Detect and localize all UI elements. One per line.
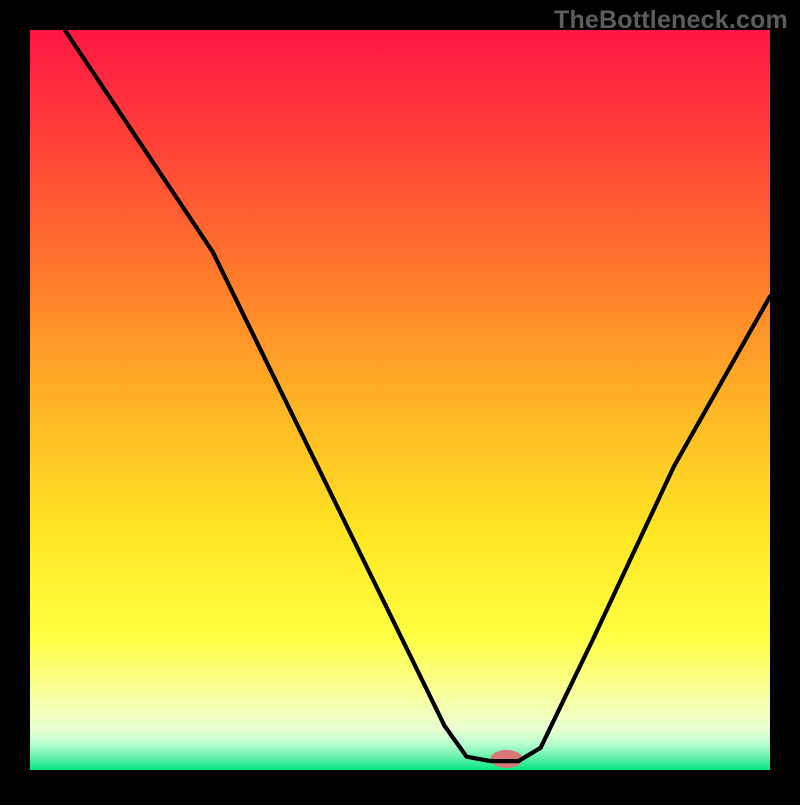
bottleneck-chart: TheBottleneck.com bbox=[0, 0, 800, 800]
chart-svg bbox=[0, 0, 800, 800]
watermark-text: TheBottleneck.com bbox=[554, 6, 788, 35]
optimum-marker bbox=[491, 750, 523, 768]
